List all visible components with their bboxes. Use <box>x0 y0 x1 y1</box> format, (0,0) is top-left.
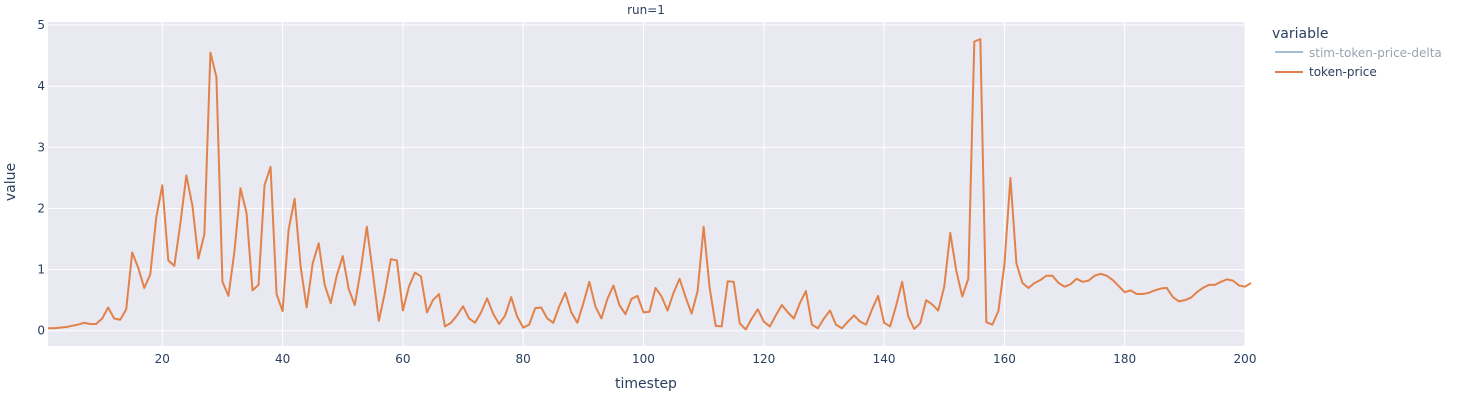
y-tick-label: 4 <box>37 79 45 93</box>
legend-label: token-price <box>1309 65 1377 79</box>
x-axis-label: timestep <box>615 376 677 392</box>
plot-background <box>48 22 1245 346</box>
x-tick-label: 40 <box>275 352 290 366</box>
x-tick-label: 180 <box>1113 352 1136 366</box>
y-axis-ticks: 0 1 2 3 4 5 <box>37 18 45 338</box>
x-tick-label: 100 <box>632 352 655 366</box>
y-tick-label: 5 <box>37 18 45 32</box>
y-tick-label: 0 <box>37 324 45 338</box>
gridlines <box>48 22 1246 346</box>
x-tick-label: 200 <box>1234 352 1257 366</box>
x-tick-label: 20 <box>155 352 170 366</box>
legend: variable stim-token-price-delta token-pr… <box>1272 26 1442 79</box>
y-tick-label: 3 <box>37 140 45 154</box>
legend-item-stim-token-price-delta[interactable]: stim-token-price-delta <box>1275 46 1442 60</box>
legend-title: variable <box>1272 26 1328 42</box>
x-tick-label: 60 <box>395 352 410 366</box>
y-axis-label: value <box>3 163 19 201</box>
x-tick-label: 80 <box>516 352 531 366</box>
series-layer <box>48 38 1252 331</box>
x-tick-label: 140 <box>873 352 896 366</box>
chart-title: run=1 <box>627 3 665 17</box>
y-tick-label: 2 <box>37 201 45 215</box>
x-axis-ticks: 20 40 60 80 100 120 140 160 180 200 <box>155 352 1257 366</box>
legend-label: stim-token-price-delta <box>1309 46 1442 60</box>
y-tick-label: 1 <box>37 263 45 277</box>
legend-item-token-price[interactable]: token-price <box>1275 65 1377 79</box>
series-line-token-price <box>48 38 1252 331</box>
x-tick-label: 120 <box>752 352 775 366</box>
x-tick-label: 160 <box>993 352 1016 366</box>
